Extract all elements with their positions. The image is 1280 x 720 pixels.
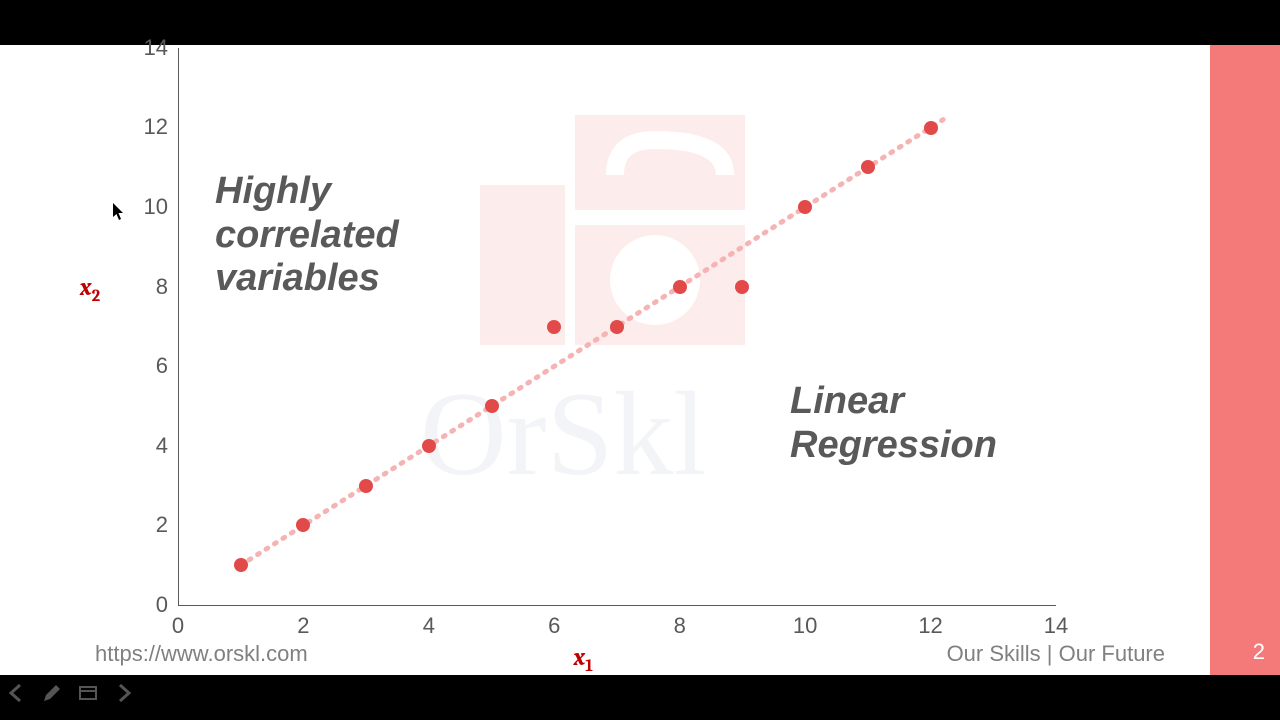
- footer-url: https://www.orskl.com: [95, 641, 308, 667]
- data-point: [673, 280, 687, 294]
- x-axis-line: [178, 605, 1056, 606]
- x-tick-label: 2: [283, 613, 323, 639]
- x-tick-label: 6: [534, 613, 574, 639]
- data-point: [547, 320, 561, 334]
- x-tick-label: 10: [785, 613, 825, 639]
- data-point: [485, 399, 499, 413]
- x-tick-label: 8: [660, 613, 700, 639]
- next-slide-icon[interactable]: [113, 682, 135, 704]
- y-axis-title: x2: [80, 273, 100, 306]
- data-point: [924, 121, 938, 135]
- y-tick-label: 10: [128, 194, 168, 220]
- y-tick-label: 4: [128, 433, 168, 459]
- data-point: [296, 518, 310, 532]
- annotation-correlated: Highly correlated variables: [215, 170, 399, 301]
- y-tick-label: 8: [128, 274, 168, 300]
- y-tick-label: 2: [128, 512, 168, 538]
- data-point: [798, 200, 812, 214]
- presentation-controls: [5, 668, 135, 717]
- y-tick-label: 6: [128, 353, 168, 379]
- x-tick-label: 12: [911, 613, 951, 639]
- annotation-linear-regression: Linear Regression: [790, 380, 997, 467]
- x-axis-title: x1: [574, 643, 593, 676]
- x-tick-label: 14: [1036, 613, 1076, 639]
- data-point: [861, 160, 875, 174]
- data-point: [359, 479, 373, 493]
- page-number: 2: [1253, 639, 1265, 665]
- y-tick-label: 14: [128, 35, 168, 61]
- data-point: [735, 280, 749, 294]
- slide-accent-bar: 2: [1210, 45, 1280, 675]
- pen-icon[interactable]: [41, 682, 63, 704]
- data-point: [610, 320, 624, 334]
- data-point: [234, 558, 248, 572]
- scatter-chart: 0246810121402468101214x2x1Highly correla…: [0, 45, 1210, 675]
- slides-view-icon[interactable]: [77, 682, 99, 704]
- prev-slide-icon[interactable]: [5, 682, 27, 704]
- footer-tagline: Our Skills | Our Future: [947, 641, 1165, 667]
- x-tick-label: 0: [158, 613, 198, 639]
- y-axis-line: [178, 48, 179, 605]
- slide: OrSkl 0246810121402468101214x2x1Highly c…: [0, 45, 1210, 675]
- data-point: [422, 439, 436, 453]
- y-tick-label: 12: [128, 114, 168, 140]
- x-tick-label: 4: [409, 613, 449, 639]
